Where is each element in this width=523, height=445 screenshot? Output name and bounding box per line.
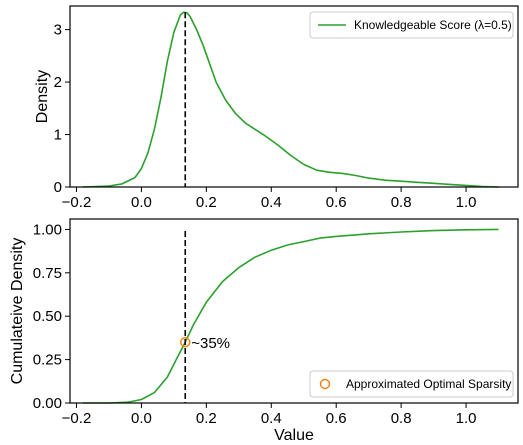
bot-x-tick-label: 0.2 bbox=[196, 410, 217, 427]
cdf-panel: −0.2 0.0 0.2 0.4 0.6 0.8 1.0 0.00 0.25 0.50 0.75 1… bbox=[9, 218, 519, 444]
bot-y-tick-label: 0.50 bbox=[33, 308, 62, 325]
bot-y-tick-label: 0.75 bbox=[33, 265, 62, 282]
cdf-series bbox=[83, 228, 499, 404]
bot-y-tick-label: 1.00 bbox=[33, 221, 62, 238]
density-legend-box bbox=[309, 11, 514, 39]
bot-x-tick-label: 0.6 bbox=[326, 410, 347, 427]
bot-x-tick-label: 0.4 bbox=[261, 410, 282, 427]
density-series bbox=[82, 11, 499, 188]
cdf-legend: Approximated Optimal Sparsity bbox=[309, 370, 514, 398]
top-y-tick-label: 0 bbox=[54, 179, 62, 196]
top-x-tick-label: 0.8 bbox=[391, 194, 412, 211]
density-panel: −0.2 0.0 0.2 0.4 0.6 0.8 1.0 0 1 2 3 Density Know… bbox=[34, 5, 519, 211]
top-x-tick-label: 0.2 bbox=[196, 194, 217, 211]
density-legend: Knowledgeable Score (λ=0.5) bbox=[309, 11, 514, 39]
top-x-tick-label: 0.6 bbox=[326, 194, 347, 211]
bot-x-tick-label: 0.0 bbox=[131, 410, 152, 427]
cdf-legend-label: Approximated Optimal Sparsity bbox=[346, 377, 511, 391]
cdf-legend-marker bbox=[319, 378, 331, 390]
top-y-tick-label: 3 bbox=[54, 22, 62, 39]
top-y-tick-label: 1 bbox=[54, 127, 62, 144]
top-x-tick-label: 0.0 bbox=[131, 194, 152, 211]
cdf-y-ticks: 0.00 0.25 0.50 0.75 1.00 bbox=[33, 221, 70, 412]
top-y-tick-label: 2 bbox=[54, 74, 62, 91]
bot-y-tick-label: 0.25 bbox=[33, 352, 62, 369]
density-axes-frame bbox=[69, 5, 519, 188]
top-x-tick-label: 0.4 bbox=[261, 194, 282, 211]
cdf-y-axis-label: Cumulateive Density bbox=[9, 238, 26, 385]
cdf-axes-frame bbox=[69, 218, 519, 404]
bot-series-line-0 bbox=[83, 228, 499, 404]
bot-x-tick-label: 1.0 bbox=[456, 410, 477, 427]
optimal-sparsity-annotation: ~35% bbox=[191, 335, 230, 352]
cdf-legend-box bbox=[309, 370, 514, 398]
top-x-tick-label: 1.0 bbox=[456, 194, 477, 211]
density-y-ticks: 0 1 2 3 bbox=[54, 22, 70, 196]
bot-x-tick-label: 0.8 bbox=[391, 410, 412, 427]
density-x-ticks: −0.2 0.0 0.2 0.4 0.6 0.8 1.0 bbox=[62, 187, 477, 211]
optimal-sparsity-marker bbox=[180, 337, 191, 348]
cdf-x-axis-label: Value bbox=[274, 427, 314, 444]
bot-x-tick-label: −0.2 bbox=[62, 410, 92, 427]
top-series-line-0 bbox=[82, 11, 499, 188]
cdf-x-ticks: −0.2 0.0 0.2 0.4 0.6 0.8 1.0 bbox=[62, 403, 477, 427]
density-legend-label: Knowledgeable Score (λ=0.5) bbox=[354, 18, 512, 32]
bot-y-tick-label: 0.00 bbox=[33, 395, 62, 412]
top-x-tick-label: −0.2 bbox=[62, 194, 92, 211]
density-y-axis-label: Density bbox=[34, 70, 51, 123]
